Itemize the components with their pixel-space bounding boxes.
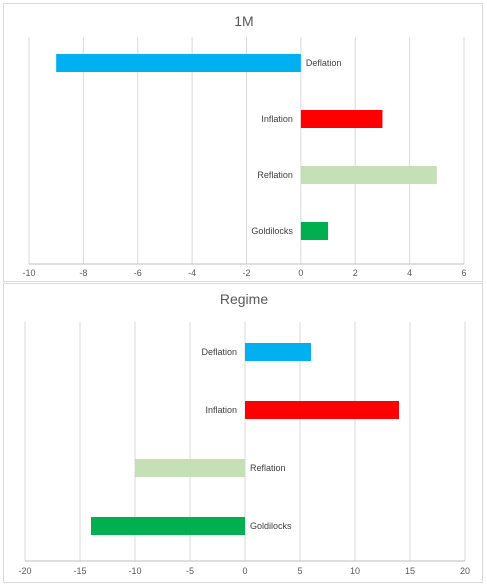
bar-deflation: [245, 343, 311, 361]
x-tick-label: -2: [242, 268, 250, 278]
x-tick-label: -6: [134, 268, 142, 278]
chart-title: 1M: [234, 13, 253, 29]
x-tick-label: -5: [186, 566, 194, 576]
category-label: Goldilocks: [250, 521, 292, 531]
chart-regime: Regime -20 -15 -10 -5 0 5 10 15 20 Deflation Infla…: [18, 291, 470, 576]
x-tick-label: -10: [128, 566, 141, 576]
x-tick-label: 5: [297, 566, 302, 576]
x-tick-label: 0: [298, 268, 303, 278]
x-tick-label: 10: [350, 566, 360, 576]
chart-1m-panel: 1M -10 -8 -6 -4 -2 0 2 4 6 Deflation Inflation Refl…: [3, 3, 483, 282]
bar-reflation: [300, 166, 437, 184]
bar-inflation: [300, 110, 383, 128]
category-label: Goldilocks: [251, 226, 293, 236]
x-tick-label: 6: [461, 268, 466, 278]
category-label: Reflation: [257, 170, 293, 180]
x-tick-label: -20: [18, 566, 31, 576]
category-label: Reflation: [250, 463, 286, 473]
x-tick-label: 15: [405, 566, 415, 576]
x-tick-label: 2: [353, 268, 358, 278]
bar-goldilocks: [91, 517, 245, 535]
x-tick-label: 0: [242, 566, 247, 576]
chart-1m: 1M -10 -8 -6 -4 -2 0 2 4 6 Deflation Inflation Refl…: [22, 13, 466, 278]
bar-reflation: [135, 459, 245, 477]
bar-inflation: [245, 401, 399, 419]
x-tick-label: 4: [407, 268, 412, 278]
category-label: Inflation: [205, 405, 237, 415]
x-tick-label: 20: [460, 566, 470, 576]
bar-deflation: [56, 54, 301, 72]
bar-goldilocks: [300, 222, 329, 240]
category-label: Deflation: [201, 347, 237, 357]
x-tick-label: -8: [79, 268, 87, 278]
x-tick-label: -10: [22, 268, 35, 278]
category-label: Deflation: [306, 58, 342, 68]
category-label: Inflation: [261, 114, 293, 124]
x-tick-label: -4: [188, 268, 196, 278]
x-tick-label: -15: [73, 566, 86, 576]
chart-regime-panel: Regime -20 -15 -10 -5 0 5 10 15 20 Deflation Infla…: [3, 283, 483, 583]
chart-title: Regime: [220, 291, 268, 307]
